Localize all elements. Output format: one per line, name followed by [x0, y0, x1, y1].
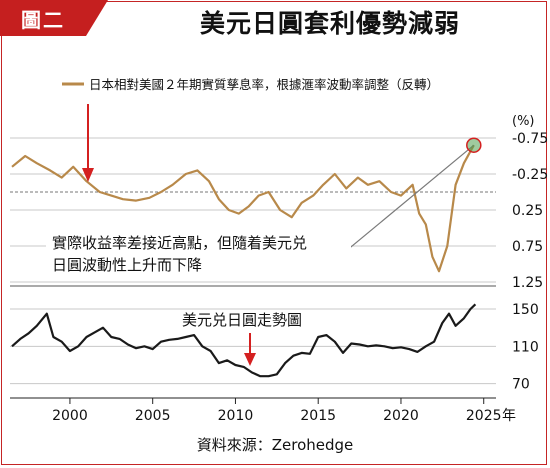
top-y-tick-label: -0.75: [512, 131, 548, 147]
top-y-tick-label: -0.25: [512, 167, 548, 183]
annotation-pointer-line: [339, 144, 475, 257]
bottom-y-tick-label: 150: [512, 302, 539, 318]
annotation-line-1: 實際收益率差接近高點，但隨着美元兑: [52, 234, 307, 252]
legend-label-rate: 日本相對美國２年期實質孳息率，根據滙率波動率調整（反轉）: [89, 77, 439, 92]
y-unit-label: (%): [512, 114, 535, 129]
top-panel-y-ticks: -0.75 -0.25 0.25 0.75 1.25: [512, 131, 548, 291]
x-tick-label: 2010: [218, 408, 254, 424]
fx-series-line: [11, 303, 477, 378]
top-y-tick-label: 1.25: [512, 275, 543, 291]
x-tick-label: 2020: [383, 408, 419, 424]
x-tick-label: 2005: [135, 408, 171, 424]
annotation-end-marker: [466, 137, 482, 153]
source-note: 資料來源：Zerohedge: [197, 436, 354, 454]
chart-title: 美元日圓套利優勢減弱: [199, 9, 460, 38]
figure-badge: 圖二: [0, 0, 86, 36]
x-tick-label: 2000: [52, 408, 88, 424]
fx-series-label: 美元兑日圓走勢圖: [182, 311, 302, 329]
x-unit-label: 年: [502, 408, 516, 424]
bottom-panel-y-ticks: 150 110 70: [512, 302, 539, 393]
bottom-y-tick-label: 70: [512, 377, 530, 393]
rate-series-group: [11, 144, 475, 273]
bottom-panel-grid: [10, 285, 496, 385]
figure-badge-tail: [86, 0, 108, 36]
bottom-y-tick-label: 110: [512, 339, 539, 355]
rate-series-line: [11, 144, 475, 273]
arrow-rate-head: [82, 168, 94, 182]
top-y-tick-label: 0.75: [512, 239, 543, 255]
fx-series-group: [11, 303, 477, 378]
x-tick-label: 2015: [300, 408, 336, 424]
annotation-line-2: 日圓波動性上升而下降: [52, 256, 202, 274]
x-tick-label: 2025: [466, 408, 502, 424]
arrow-fx-head: [244, 353, 256, 366]
annotation-bg: [46, 229, 351, 275]
x-axis-ticks: 2000 2005 2010 2015 2020 2025 年: [52, 398, 516, 424]
top-y-tick-label: 0.25: [512, 203, 543, 219]
